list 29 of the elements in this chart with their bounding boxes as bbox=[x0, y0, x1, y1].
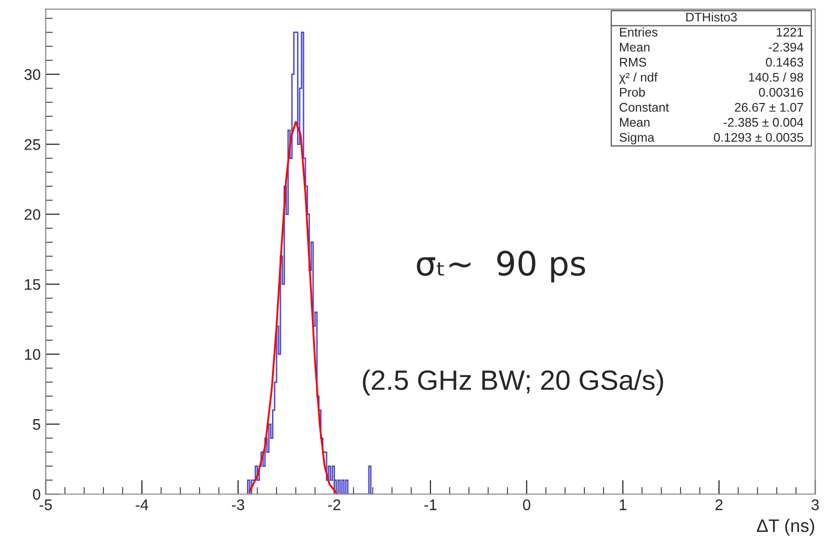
x-tick-label: 1 bbox=[620, 500, 626, 510]
annotation: σₜ~ 90 ps bbox=[416, 250, 586, 282]
chart-title: DTHisto3 bbox=[686, 12, 737, 22]
x-tick-label: -1 bbox=[424, 500, 437, 510]
text: Constant 26.67 ± 1.07 bbox=[620, 102, 804, 112]
annotation: (2.5 GHz BW; 20 GSa/s) bbox=[362, 370, 664, 396]
y-tick-label: 10 bbox=[25, 349, 40, 360]
x-tick-label: -3 bbox=[232, 499, 244, 510]
y-tick-label: 25 bbox=[24, 139, 40, 150]
x-tick-label: -4 bbox=[136, 500, 148, 510]
x-tick-label: 0 bbox=[522, 499, 530, 510]
x-tick-label: 2 bbox=[716, 499, 723, 510]
y-tick-label: 30 bbox=[24, 69, 40, 80]
x-tick-label: -5 bbox=[40, 500, 52, 510]
text: Prob 0.00316 bbox=[620, 88, 804, 97]
text: χ² / ndf 140.5 / 98 bbox=[619, 72, 804, 84]
x-tick-label: 3 bbox=[812, 499, 819, 510]
text: Entries 1221 bbox=[620, 27, 804, 37]
y-tick-label: 15 bbox=[25, 279, 40, 290]
x-tick-label: -2 bbox=[328, 499, 340, 510]
text: Mean -2.385 ± 0.004 bbox=[620, 118, 804, 127]
text: Mean -2.394 bbox=[620, 42, 804, 52]
line-series bbox=[248, 120, 338, 494]
y-tick-label: 20 bbox=[24, 209, 40, 220]
text: Sigma 0.1293 ± 0.0035 bbox=[620, 132, 804, 144]
x-axis-title: ΔT (ns) bbox=[756, 518, 814, 536]
text: RMS 0.1463 bbox=[620, 58, 804, 67]
y-tick-label: 0 bbox=[32, 489, 40, 500]
y-tick-label: 5 bbox=[32, 419, 40, 430]
